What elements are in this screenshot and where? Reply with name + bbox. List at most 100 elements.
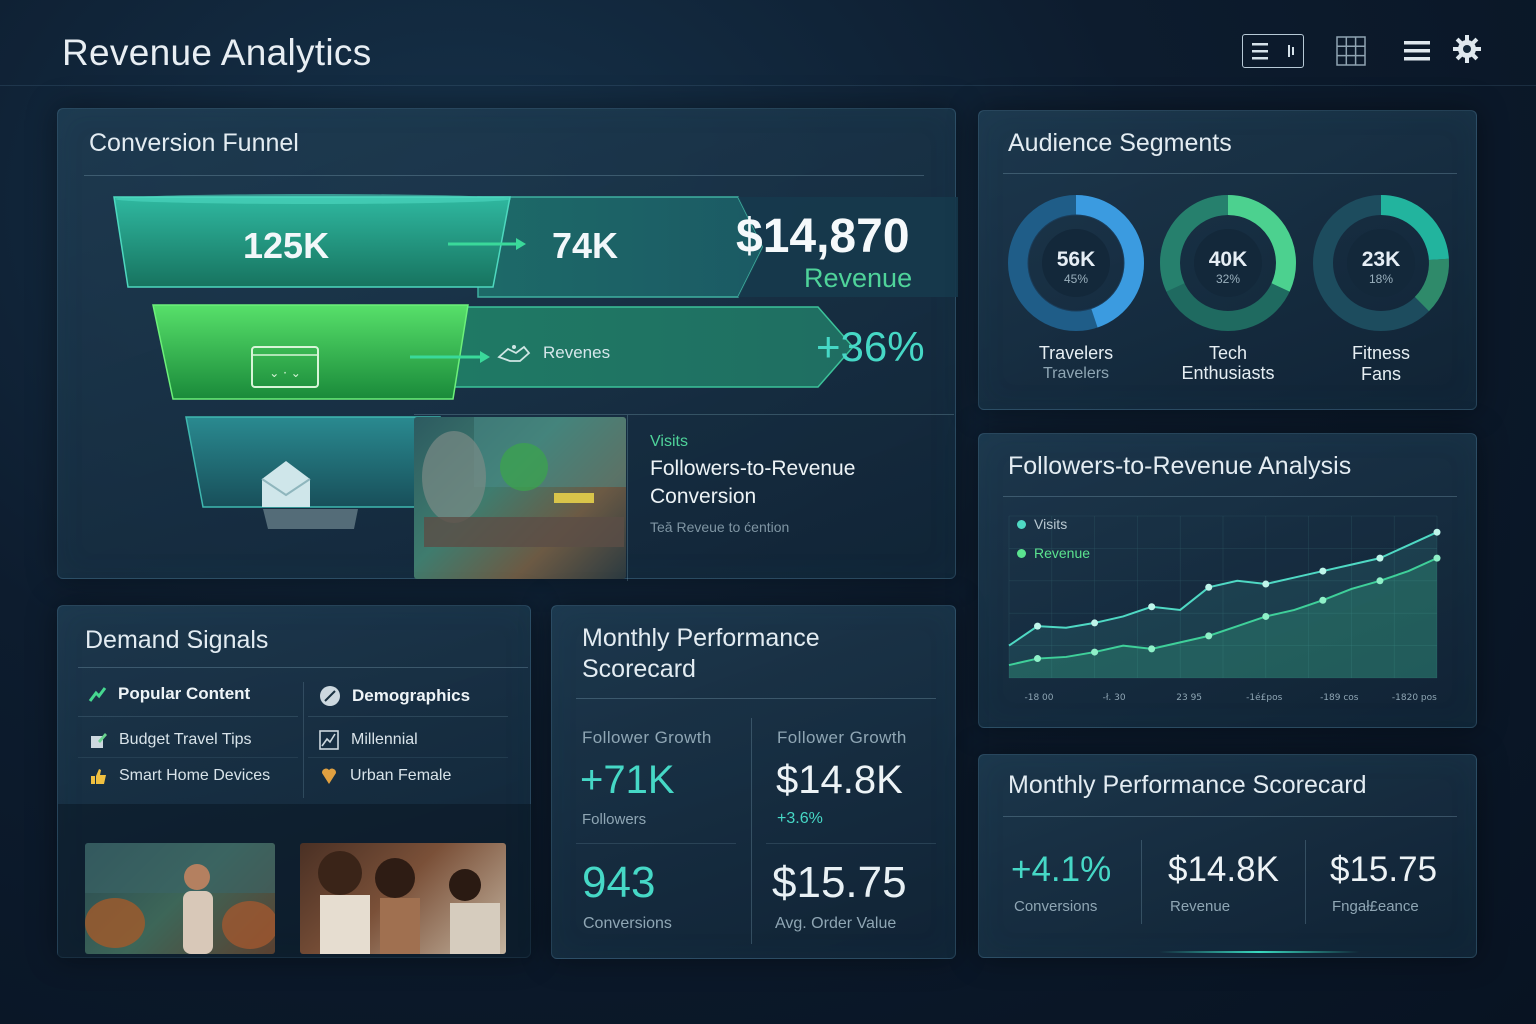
data-point [1262,580,1270,588]
x-tick-label: 23 95 [1176,693,1202,703]
monthly-scorecard-summary-panel: Monthly Performance Scorecard +4.1% Conv… [978,754,1477,958]
column-header: Popular Content [118,684,251,703]
data-point [1205,632,1213,640]
x-tick-label: -18 00 [1024,693,1053,703]
mid-label: Revenes [543,343,611,362]
x-tick-label: -1820 pos [1392,693,1437,703]
popular-content-header[interactable]: Popular Content [88,684,250,704]
legend-label: Revenue [1034,545,1091,561]
list-item[interactable]: Budget Travel Tips [90,731,252,749]
column-header-1: Follower Growth [582,728,712,747]
people-photo-2 [300,843,506,954]
followers-value: +71K [580,758,675,802]
summary-revenue-value: $14.8K [1168,850,1279,889]
data-point [1148,645,1156,653]
line-chart: -18 00 -ł. 30 23 95 -1é£pos -189 cos -1820 po… [1008,515,1441,703]
card-subtitle: Teă Reveue to ćention [650,519,790,535]
item-label: Urban Female [350,767,452,784]
data-point [1091,648,1099,656]
card-title-line2: Conversion [650,485,757,508]
segment-3-value: 23K [1361,248,1401,271]
segment-1-value: 56K [1056,248,1096,271]
list-item[interactable]: Millennial [319,730,418,750]
trending-up-icon [88,687,107,702]
divider [1003,816,1457,817]
segment-1-sub: Travelers [1042,365,1110,382]
divider [308,716,508,717]
followers-label: Followers [582,811,647,828]
stage2-value: 74K [552,225,619,266]
legend-dot [1017,519,1026,529]
monthly-scorecard-panel: Monthly Performance Scorecard Follower G… [551,605,956,959]
data-point [1262,612,1270,620]
series-area-visits [1009,532,1437,678]
divider [78,667,528,668]
column-header: Demographics [352,686,471,705]
conversion-funnel-panel: Conversion Funnel [57,108,958,581]
envelope-icon [258,459,314,514]
app-title: Revenue Analytics [62,32,372,73]
divider [84,175,924,176]
divider [1003,173,1457,174]
divider [766,843,936,844]
segment-2-sub: Enthusiasts [1181,363,1275,383]
panel-title: Monthly Performance Scorecard [1008,771,1367,799]
segment-3-sub: Fans [1360,364,1402,384]
panel-title-line2: Scorecard [582,655,696,683]
segment-2-pct: 32% [1215,272,1241,286]
demographics-header[interactable]: Demographics [318,684,470,708]
funnel-graphic [113,194,958,529]
divider [78,757,298,758]
list-view-icon[interactable] [1242,34,1304,68]
thumbs-up-icon [91,768,106,784]
item-label: Smart Home Devices [119,767,271,784]
summary-revenue-label: Revenue [1170,898,1231,915]
heart-icon [321,768,337,784]
panel-title: Demand Signals [85,626,269,654]
audience-segments-panel: Audience Segments 56K 45% Travelers Trav… [978,110,1477,410]
segment-donuts [1008,195,1449,331]
legend-revenue: Revenue [1017,545,1090,561]
data-point [1148,603,1156,611]
divider [78,716,298,717]
list-item[interactable]: Urban Female [320,767,451,785]
edit-icon [91,732,107,748]
panel-title: Followers-to-Revenue Analysis [1008,452,1352,480]
panel-title-line1: Monthly Performance [582,624,820,652]
series-line-revenue [1008,557,1438,667]
conversion-card: Visits Followers-to-Revenue Conversion T… [414,414,954,581]
top-bar: Revenue Analytics [0,0,1536,86]
data-point [1319,596,1327,604]
revenue-value: $14.8K [776,758,903,802]
legend-label: Visits [1034,516,1068,532]
legend-visits: Visits [1017,516,1067,532]
aov-value: $15.75 [772,858,907,907]
x-tick-label: -1é£pos [1246,692,1282,703]
segment-3-pct: 18% [1368,272,1394,286]
segment-3-name: Fitness [1351,343,1411,363]
settings-gear-icon[interactable] [1450,32,1484,66]
list-item[interactable]: Smart Home Devices [90,767,270,785]
card-kicker: Visits [650,433,688,450]
item-label: Budget Travel Tips [119,731,252,748]
summary-engagement-label: Fngał£eance [1332,898,1419,915]
divider [576,698,936,699]
divider [576,843,736,844]
item-label: Millennial [351,731,418,748]
card-title-line1: Followers-to-Revenue [650,457,856,480]
conversions-label: Conversions [583,915,672,932]
segment-1-name: Travelers [1038,343,1114,363]
menu-icon[interactable] [1400,34,1434,68]
divider [1003,496,1457,497]
data-point [1433,528,1441,536]
data-point [1376,554,1384,562]
chart-icon [319,730,339,750]
summary-conversions-label: Conversions [1014,898,1098,915]
segment-2-value: 40K [1208,248,1248,271]
summary-engagement-value: $15.75 [1330,850,1438,889]
stage1-value: 125K [243,225,330,266]
data-point [1091,619,1099,627]
grid-view-icon[interactable] [1334,34,1368,68]
workspace-photo [414,417,626,579]
growth-value: +36% [816,323,925,370]
